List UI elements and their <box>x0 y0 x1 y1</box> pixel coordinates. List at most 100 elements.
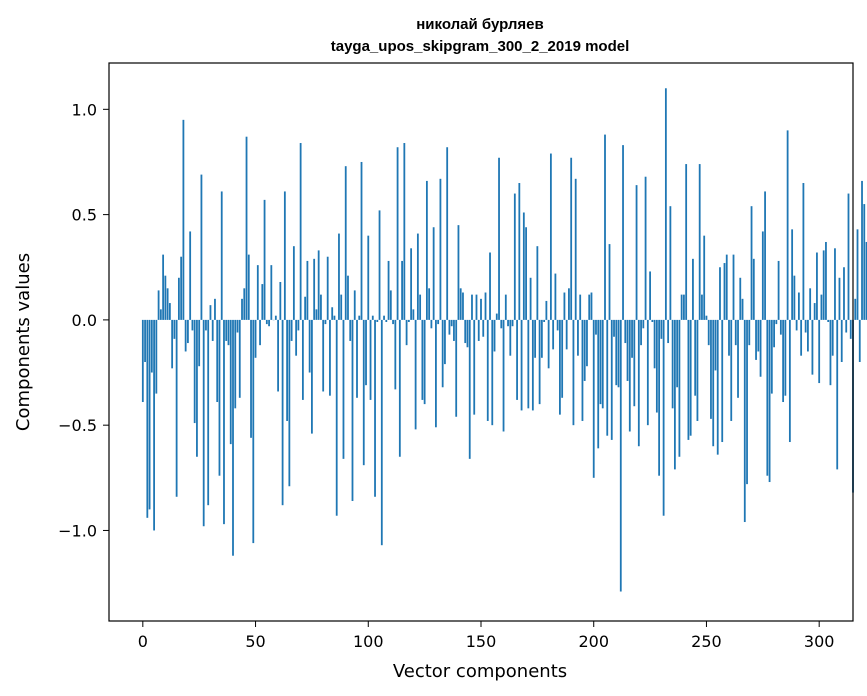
bar <box>549 153 552 320</box>
y-axis-ticks: −1.0 −0.5 0.0 0.5 1.0 <box>58 100 109 540</box>
bar <box>802 183 805 320</box>
bar <box>471 294 473 320</box>
bar <box>581 319 584 421</box>
bar <box>599 319 602 405</box>
bar <box>671 319 674 409</box>
bar <box>351 319 354 501</box>
bar <box>263 199 266 320</box>
bar <box>520 319 523 411</box>
bar <box>448 319 451 335</box>
bar <box>356 319 358 398</box>
bar <box>768 319 771 483</box>
bar <box>446 147 449 320</box>
x-tick-label: 100 <box>353 632 384 651</box>
bar <box>270 265 273 320</box>
bar <box>491 319 494 426</box>
bar <box>766 319 769 476</box>
bar <box>320 294 322 320</box>
bar <box>721 319 724 443</box>
bar <box>191 319 194 331</box>
bar <box>764 191 766 320</box>
bar <box>473 319 476 415</box>
bar <box>522 212 525 320</box>
bar <box>574 178 577 320</box>
bar <box>234 319 237 409</box>
bar <box>214 298 216 320</box>
chart-subtitle: tayga_upos_skipgram_300_2_2019 model <box>331 38 630 55</box>
bar <box>743 319 746 523</box>
bar <box>331 307 334 320</box>
bar <box>619 319 622 592</box>
bar <box>804 319 807 333</box>
bar <box>489 252 491 320</box>
bar <box>502 319 505 432</box>
bar <box>410 248 413 320</box>
bar <box>660 319 663 339</box>
bar <box>635 185 638 320</box>
bar <box>807 319 809 352</box>
bar <box>430 319 433 329</box>
bar <box>371 315 374 320</box>
y-tick-label: 1.0 <box>72 100 97 119</box>
bar <box>498 157 500 320</box>
bar <box>644 176 647 320</box>
bar <box>189 231 192 320</box>
bar <box>311 319 313 434</box>
bar <box>687 319 690 440</box>
bar <box>556 319 559 331</box>
bar <box>376 319 379 322</box>
bar <box>525 227 527 320</box>
plot-frame <box>108 62 854 622</box>
x-tick-label: 50 <box>245 632 265 651</box>
bar <box>730 319 733 421</box>
bar <box>811 319 814 375</box>
bar <box>651 319 654 322</box>
bar <box>297 319 300 331</box>
bar <box>590 292 593 320</box>
bar <box>495 313 498 320</box>
y-tick-label: −1.0 <box>58 521 97 540</box>
x-axis-label: Vector components <box>393 661 567 682</box>
bar <box>586 319 588 367</box>
bar <box>572 319 575 426</box>
bar <box>299 143 302 320</box>
bar <box>455 319 458 417</box>
bar <box>317 250 320 320</box>
bar <box>538 319 541 405</box>
bar <box>286 319 289 421</box>
bar <box>313 258 316 320</box>
bar <box>432 227 435 320</box>
bar <box>816 252 818 320</box>
bar <box>168 303 171 320</box>
bar <box>223 319 225 525</box>
bar <box>642 319 645 329</box>
bar <box>831 319 834 356</box>
bar <box>637 319 640 447</box>
bar <box>698 164 701 320</box>
bar <box>423 319 426 405</box>
bar <box>667 319 670 344</box>
bar <box>187 319 189 344</box>
bar <box>340 294 343 320</box>
bar <box>468 319 471 459</box>
bar <box>407 319 410 322</box>
bar <box>784 319 787 396</box>
bar <box>865 241 867 320</box>
bar <box>180 256 183 320</box>
bar <box>153 319 155 531</box>
bar <box>401 260 403 320</box>
bar <box>746 319 748 485</box>
bar <box>818 319 821 384</box>
bar <box>441 319 444 388</box>
bar <box>791 229 794 320</box>
bar <box>247 254 250 320</box>
bar <box>827 319 830 322</box>
bar <box>563 292 566 320</box>
bar <box>570 157 573 320</box>
bar <box>385 319 388 322</box>
bar <box>759 319 762 377</box>
bar <box>703 235 706 320</box>
bar <box>374 319 376 497</box>
bar <box>301 319 304 400</box>
bar <box>338 233 340 320</box>
